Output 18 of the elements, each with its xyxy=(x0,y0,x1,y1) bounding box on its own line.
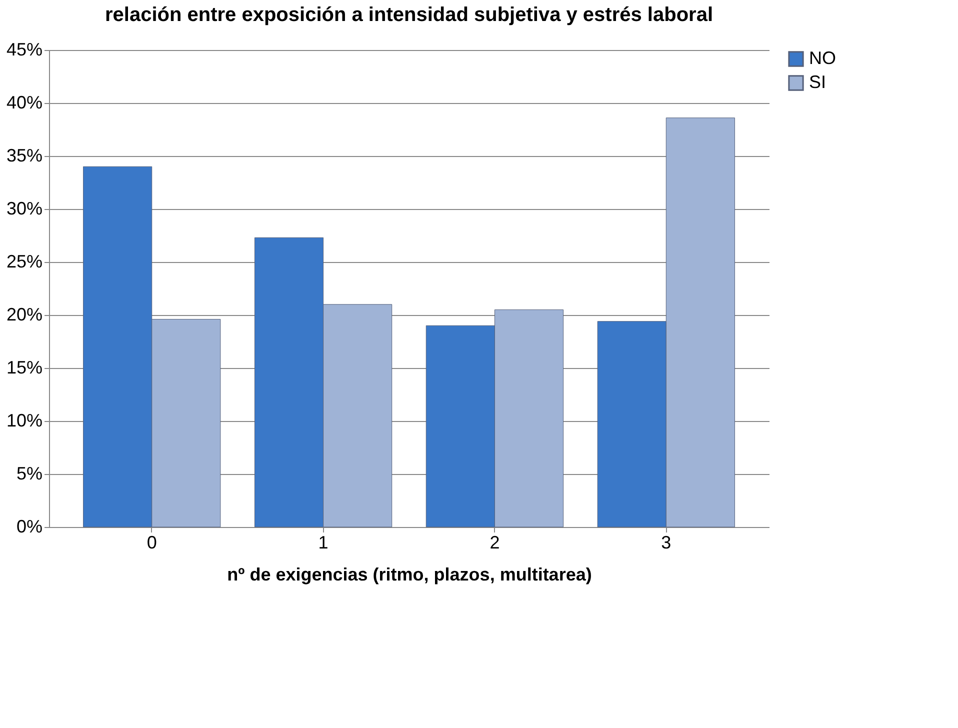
y-tick-label: 15% xyxy=(6,358,42,378)
chart-title: relación entre exposición a intensidad subjetiva y estrés laboral xyxy=(105,4,713,26)
y-tick-label: 35% xyxy=(6,146,42,166)
y-tick-label: 40% xyxy=(6,92,42,112)
y-tick-label: 30% xyxy=(6,198,42,218)
y-tick-label: 10% xyxy=(6,410,42,430)
y-tick-label: 25% xyxy=(6,252,42,272)
y-tick-label: 0% xyxy=(16,516,42,536)
legend-label: SI xyxy=(809,72,826,92)
x-tick-label: 1 xyxy=(318,532,328,552)
x-tick-label: 3 xyxy=(661,532,672,552)
x-tick-label: 0 xyxy=(146,532,157,552)
x-tick-label: 2 xyxy=(490,532,500,552)
y-tick-label: 45% xyxy=(6,40,42,60)
legend-label: NO xyxy=(809,48,836,68)
y-tick-label: 5% xyxy=(16,464,42,484)
x-axis-title: nº de exigencias (ritmo, plazos, multitarea) xyxy=(227,564,592,584)
y-tick-label: 20% xyxy=(6,304,42,324)
